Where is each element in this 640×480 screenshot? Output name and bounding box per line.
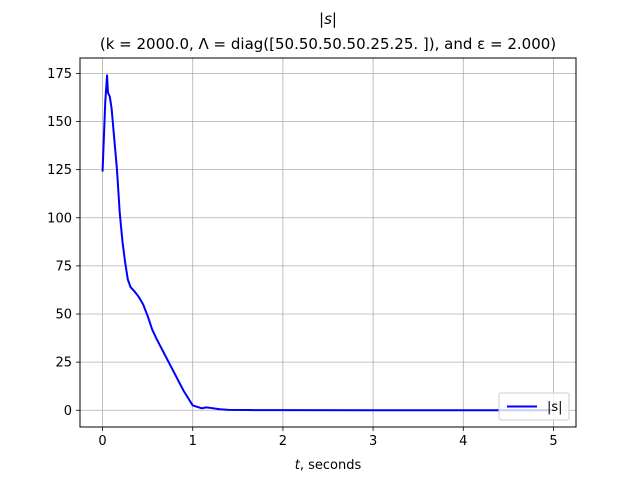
legend: |s| (498, 392, 570, 421)
x-tick-label: 5 (549, 434, 557, 449)
y-tick-label: 175 (47, 67, 72, 82)
y-tick-label: 125 (47, 163, 72, 178)
x-tick-label: 3 (369, 434, 377, 449)
y-tick-label: 25 (55, 356, 72, 371)
chart-title: |s| (319, 10, 337, 28)
x-tick-label: 1 (189, 434, 197, 449)
x-tick-label: 2 (279, 434, 287, 449)
plot-area-frame (79, 57, 577, 428)
y-tick-label: 75 (55, 259, 72, 274)
chart-subtitle: (k = 2000.0, Λ = diag([50.50.50.50.25.25… (100, 35, 556, 53)
y-tick-label: 100 (47, 211, 72, 226)
x-tick-label: 4 (459, 434, 467, 449)
series-layer (101, 74, 554, 412)
y-tick-label: 150 (47, 115, 72, 130)
grid-layer (80, 58, 576, 427)
x-tick-label: 0 (98, 434, 106, 449)
series-line-s (101, 74, 554, 412)
legend-label-s: |s| (547, 400, 563, 415)
x-axis-label: t, seconds (295, 458, 362, 473)
y-tick-label: 0 (64, 404, 72, 419)
y-tick-label: 50 (55, 308, 72, 323)
